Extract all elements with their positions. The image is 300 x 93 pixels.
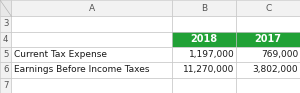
Bar <box>172 16 236 32</box>
Bar <box>172 78 236 93</box>
Bar <box>0 32 11 47</box>
Bar <box>11 78 172 93</box>
Text: 4: 4 <box>3 35 8 44</box>
Text: 3,802,000: 3,802,000 <box>253 65 298 74</box>
Bar <box>236 47 300 62</box>
Bar <box>172 0 236 16</box>
Text: Earnings Before Income Taxes: Earnings Before Income Taxes <box>14 65 149 74</box>
Bar <box>172 32 236 47</box>
Bar <box>0 16 11 32</box>
Bar <box>0 47 11 62</box>
Bar <box>172 62 236 78</box>
Bar <box>11 47 172 62</box>
Bar <box>172 47 236 62</box>
Bar <box>236 0 300 16</box>
Text: 3: 3 <box>3 19 8 28</box>
Bar <box>0 78 11 93</box>
Bar <box>11 62 172 78</box>
Bar <box>11 16 172 32</box>
Bar <box>11 0 172 16</box>
Bar <box>236 16 300 32</box>
Bar <box>236 78 300 93</box>
Text: 6: 6 <box>3 65 8 74</box>
Text: 7: 7 <box>3 81 8 90</box>
Bar <box>0 62 11 78</box>
Text: 2017: 2017 <box>255 34 282 44</box>
Text: 2018: 2018 <box>190 34 218 44</box>
Text: B: B <box>201 4 207 13</box>
Text: C: C <box>265 4 271 13</box>
Text: 11,270,000: 11,270,000 <box>183 65 235 74</box>
Text: 5: 5 <box>3 50 8 59</box>
Bar <box>0 0 11 16</box>
Bar <box>236 62 300 78</box>
Text: 1,197,000: 1,197,000 <box>189 50 235 59</box>
Bar <box>11 32 172 47</box>
Text: A: A <box>88 4 95 13</box>
Text: 769,000: 769,000 <box>261 50 298 59</box>
Text: Current Tax Expense: Current Tax Expense <box>14 50 107 59</box>
Bar <box>236 32 300 47</box>
